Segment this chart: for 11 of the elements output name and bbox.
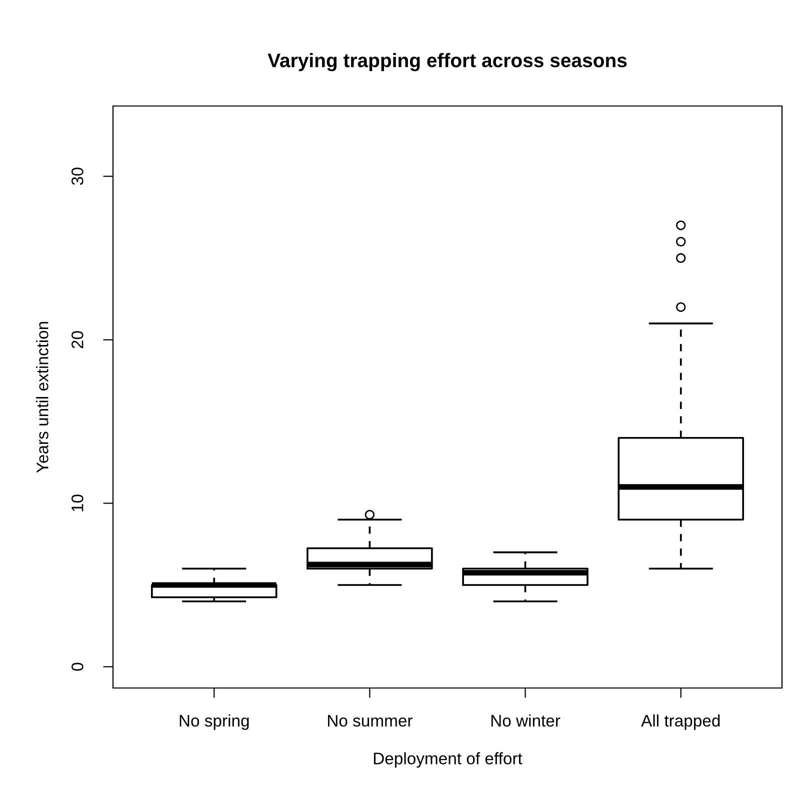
y-tick-label: 20	[72, 331, 84, 348]
x-tick-label: All trapped	[641, 714, 720, 730]
x-tick-label: No spring	[180, 714, 249, 730]
x-axis-title: Deployment of effort	[374, 752, 522, 768]
chart-title: Varying trapping effort across seasons	[268, 53, 627, 72]
x-tick-label: No winter	[491, 714, 560, 727]
y-tick-label: 30	[72, 168, 84, 185]
y-axis-title: Years until extinction	[36, 322, 48, 473]
x-tick-label: No summer	[328, 715, 412, 727]
y-tick-label: 0	[72, 662, 84, 671]
y-tick-label: 10	[72, 494, 84, 512]
